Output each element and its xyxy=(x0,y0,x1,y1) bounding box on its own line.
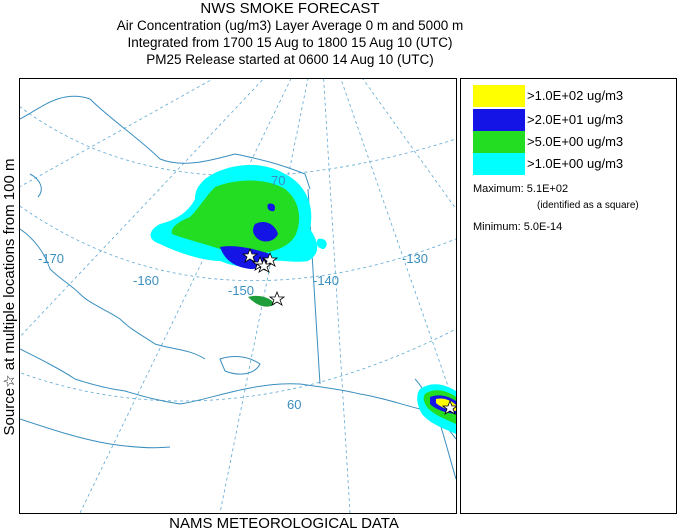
legend-item: >5.0E+00 ug/m3 xyxy=(473,131,673,153)
concentration-subtitle: Air Concentration (ug/m3) Layer Average … xyxy=(116,18,464,33)
meridian-line xyxy=(323,79,351,513)
smoke-plume-southeast xyxy=(417,384,456,434)
north-coast xyxy=(20,95,311,190)
source-markers xyxy=(241,247,456,415)
source-star-icon xyxy=(255,257,273,273)
south-coast xyxy=(179,383,456,440)
legend-swatch-blue xyxy=(473,109,525,131)
meridian-line xyxy=(362,79,456,210)
smoke-map[interactable]: -170 -160 -150 -140 -130 70 60 xyxy=(20,79,456,513)
map-title-block: NWS SMOKE FORECAST Air Concentration (ug… xyxy=(20,0,560,68)
latitude-label: 60 xyxy=(287,397,301,412)
minimum-value: Minimum: 5.0E-14 xyxy=(473,221,563,233)
graticule xyxy=(20,79,456,513)
longitude-label: -160 xyxy=(133,273,159,288)
longitude-label: -150 xyxy=(228,283,254,298)
parallel-line xyxy=(20,106,456,177)
source-label: Source☆ at multiple locations from 100 m xyxy=(0,78,18,513)
west-coast xyxy=(20,228,206,360)
legend-label: >5.0E+00 ug/m3 xyxy=(527,134,624,149)
integration-period: Integrated from 1700 15 Aug to 1800 15 A… xyxy=(127,35,453,50)
longitude-label: -170 xyxy=(38,251,64,266)
legend-swatch-cyan xyxy=(473,153,525,175)
longitude-label: -130 xyxy=(402,251,428,266)
legend-item: >1.0E+02 ug/m3 xyxy=(473,85,673,107)
maximum-value: Maximum: 5.1E+02 xyxy=(473,183,569,195)
source-star-icon xyxy=(241,247,259,263)
legend-panel: >1.0E+02 ug/m3 >2.0E+01 ug/m3 >5.0E+00 u… xyxy=(460,78,677,514)
meridian-line xyxy=(20,79,214,188)
meridian-line xyxy=(79,79,292,513)
latitude-label: 70 xyxy=(271,173,285,188)
legend-swatch-green xyxy=(473,131,525,153)
release-start: PM25 Release started at 0600 14 Aug 10 (… xyxy=(146,52,434,67)
legend-label: >2.0E+01 ug/m3 xyxy=(527,112,624,127)
meridian-line xyxy=(219,79,309,513)
meridian-line xyxy=(340,79,456,410)
peninsula-coast xyxy=(20,348,181,405)
meridian-line xyxy=(20,79,264,338)
aleutian-chain xyxy=(20,418,171,449)
source-label-text: Source☆ at multiple locations from 100 m xyxy=(1,158,18,436)
island-outline xyxy=(29,173,42,198)
parallel-line xyxy=(20,205,456,281)
source-star-icon xyxy=(261,251,279,267)
map-panel[interactable]: -170 -160 -150 -140 -130 70 60 xyxy=(19,78,457,514)
legend-swatch-yellow xyxy=(473,85,525,107)
legend-item: >1.0E+00 ug/m3 xyxy=(473,153,673,175)
source-star-icon xyxy=(441,399,456,415)
kodiak-island xyxy=(219,356,261,375)
maximum-note: (identified as a square) xyxy=(537,200,639,211)
data-source-footer: NAMS METEOROLOGICAL DATA xyxy=(169,515,399,532)
source-star-icon xyxy=(268,290,286,306)
forecast-title: NWS SMOKE FORECAST xyxy=(200,0,380,17)
legend-label: >1.0E+00 ug/m3 xyxy=(527,156,624,171)
legend-item: >2.0E+01 ug/m3 xyxy=(473,109,673,131)
legend-label: >1.0E+02 ug/m3 xyxy=(527,88,624,103)
parallel-line xyxy=(20,328,456,402)
longitude-label: -140 xyxy=(313,273,339,288)
